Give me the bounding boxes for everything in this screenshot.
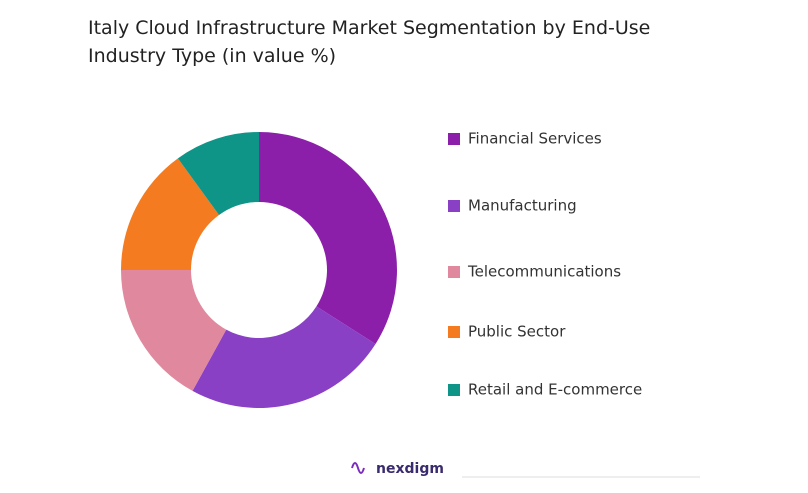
legend-swatch: [448, 266, 460, 278]
donut-segment: [121, 158, 220, 270]
legend-label: Financial Services: [468, 130, 602, 148]
legend-swatch: [448, 326, 460, 338]
legend-label: Public Sector: [468, 323, 566, 341]
legend-swatch: [448, 133, 460, 145]
legend-swatch: [448, 384, 460, 396]
legend-swatch: [448, 200, 460, 212]
legend-label: Telecommunications: [467, 263, 621, 281]
legend-label: Manufacturing: [468, 197, 577, 215]
brand: nexdigm: [376, 461, 444, 477]
donut-segment: [259, 132, 397, 344]
donut-segment: [192, 306, 376, 409]
chart-title: Italy Cloud Infrastructure Market Segmen…: [88, 17, 651, 67]
legend-label: Retail and E-commerce: [468, 381, 642, 399]
donut-segment: [121, 270, 227, 391]
donut-segment: [177, 132, 259, 215]
brand-logo: [351, 462, 365, 474]
